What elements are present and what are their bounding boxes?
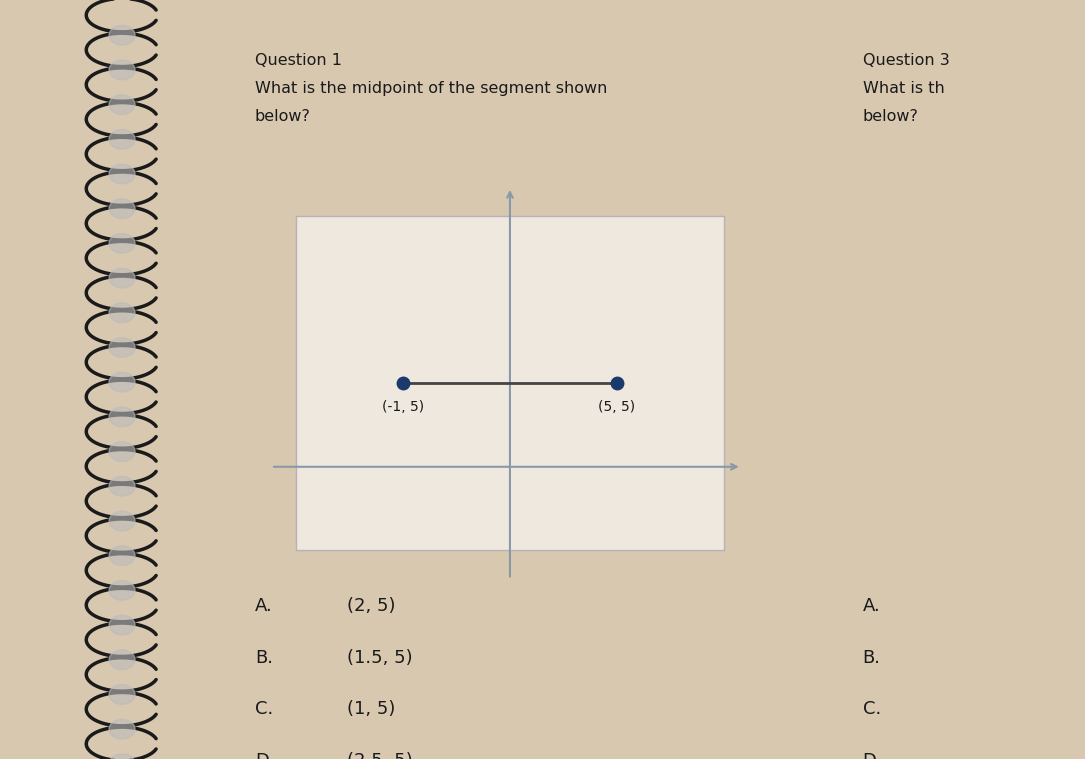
- Polygon shape: [110, 616, 135, 635]
- Text: B.: B.: [863, 649, 881, 666]
- Polygon shape: [110, 199, 135, 219]
- Polygon shape: [110, 338, 135, 357]
- Polygon shape: [110, 650, 135, 669]
- Text: C.: C.: [863, 701, 881, 718]
- Polygon shape: [110, 268, 135, 288]
- Text: A.: A.: [255, 597, 272, 615]
- Polygon shape: [110, 442, 135, 461]
- Polygon shape: [110, 130, 135, 150]
- Polygon shape: [110, 60, 135, 80]
- Polygon shape: [110, 303, 135, 323]
- Text: (1.5, 5): (1.5, 5): [347, 649, 412, 666]
- Polygon shape: [110, 754, 135, 759]
- Polygon shape: [110, 373, 135, 392]
- Text: D.: D.: [255, 752, 275, 759]
- Text: below?: below?: [255, 109, 310, 124]
- Text: B.: B.: [255, 649, 273, 666]
- Text: (5, 5): (5, 5): [598, 400, 636, 414]
- Text: (2.5, 5): (2.5, 5): [347, 752, 413, 759]
- Text: (-1, 5): (-1, 5): [382, 400, 424, 414]
- Text: (1, 5): (1, 5): [347, 701, 396, 718]
- Text: C.: C.: [255, 701, 273, 718]
- Polygon shape: [110, 407, 135, 427]
- Text: D.: D.: [863, 752, 882, 759]
- Text: below?: below?: [863, 109, 918, 124]
- Polygon shape: [110, 511, 135, 531]
- Polygon shape: [110, 581, 135, 600]
- Text: What is the midpoint of the segment shown: What is the midpoint of the segment show…: [255, 81, 608, 96]
- Text: (2, 5): (2, 5): [347, 597, 396, 615]
- Polygon shape: [110, 95, 135, 115]
- Polygon shape: [110, 477, 135, 496]
- Polygon shape: [110, 25, 135, 45]
- Polygon shape: [110, 164, 135, 184]
- Polygon shape: [296, 216, 724, 550]
- Polygon shape: [110, 685, 135, 704]
- Text: What is th: What is th: [863, 81, 944, 96]
- Text: A.: A.: [863, 597, 880, 615]
- Polygon shape: [110, 234, 135, 254]
- Text: Question 3: Question 3: [863, 52, 949, 68]
- Polygon shape: [110, 546, 135, 565]
- Polygon shape: [110, 720, 135, 739]
- Text: Question 1: Question 1: [255, 52, 342, 68]
